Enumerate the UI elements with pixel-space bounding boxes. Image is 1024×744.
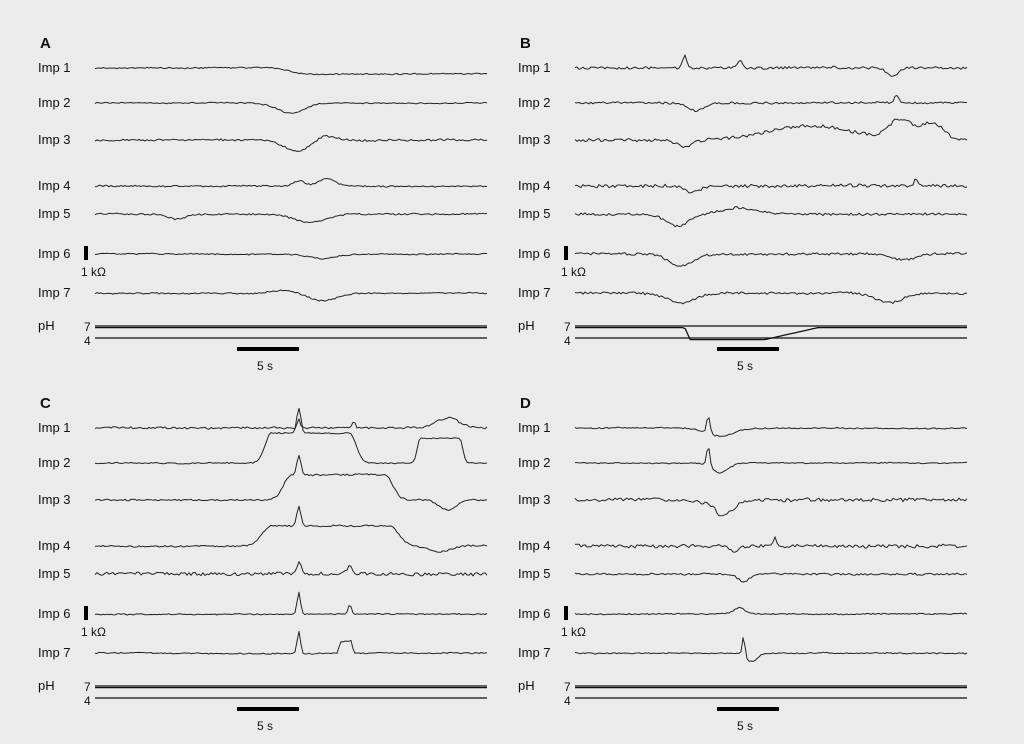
impedance-trace [575, 448, 968, 474]
impedance-trace [94, 135, 488, 152]
channel-label: Imp 1 [38, 60, 71, 75]
impedance-trace [94, 101, 488, 114]
channel-label: Imp 2 [518, 455, 551, 470]
channel-label: Imp 7 [38, 285, 71, 300]
impedance-trace [574, 606, 968, 616]
panel-letter: D [520, 395, 531, 412]
channel-label: Imp 2 [518, 95, 551, 110]
panel-letter: C [40, 395, 51, 412]
ph-trace [575, 326, 967, 341]
panel-c: C Imp 1 Imp 2 Imp 3 Imp 4 Imp 5 Imp 6 Imp 7 1 kΩ… [38, 395, 488, 733]
impedance-scale-label: 1 kΩ [81, 265, 106, 279]
ph-tick-label: 4 [564, 334, 571, 348]
impedance-trace [94, 252, 488, 260]
channel-label: Imp 7 [518, 285, 551, 300]
impedance-trace [574, 95, 968, 112]
channel-label: Imp 3 [518, 132, 551, 147]
channel-label: Imp 6 [518, 606, 551, 621]
ph-tick-label: 4 [84, 694, 91, 708]
channel-label: Imp 4 [518, 538, 551, 553]
ph-tick-label: 7 [84, 320, 91, 334]
impedance-trace [574, 118, 968, 149]
impedance-trace [574, 572, 968, 583]
impedance-trace [574, 178, 968, 194]
ph-label: pH [518, 318, 535, 333]
time-scale-label: 5 s [257, 719, 273, 733]
impedance-trace [94, 631, 488, 655]
panel-letter: A [40, 35, 51, 52]
impedance-trace [574, 291, 968, 305]
impedance-trace [94, 212, 488, 224]
impedance-trace [574, 637, 968, 662]
ph-tick-label: 4 [564, 694, 571, 708]
time-scale-label: 5 s [737, 719, 753, 733]
impedance-trace [94, 66, 488, 76]
channel-label: Imp 5 [518, 566, 551, 581]
channel-label: Imp 3 [38, 132, 71, 147]
ph-tick-label: 7 [84, 680, 91, 694]
channel-label: Imp 1 [518, 420, 551, 435]
channel-label: Imp 4 [38, 538, 71, 553]
channel-label: Imp 1 [38, 420, 71, 435]
impedance-trace [574, 536, 968, 553]
ph-tick-label: 4 [84, 334, 91, 348]
impedance-scale-label: 1 kΩ [561, 265, 586, 279]
impedance-scale-label: 1 kΩ [81, 625, 106, 639]
impedance-trace [574, 252, 968, 267]
channel-label: Imp 2 [38, 95, 71, 110]
channel-label: Imp 6 [38, 246, 71, 261]
impedance-trace [94, 561, 488, 577]
impedance-trace [94, 416, 488, 430]
channel-label: Imp 4 [38, 178, 71, 193]
channel-label: Imp 5 [38, 206, 71, 221]
channel-label: Imp 7 [518, 645, 551, 660]
panel-b: B Imp 1 Imp 2 Imp 3 Imp 4 Imp 5 Imp 6 Imp 7 1 kΩ… [518, 35, 968, 373]
impedance-trace [574, 417, 968, 437]
impedance-trace [94, 407, 488, 465]
impedance-trace [94, 178, 488, 188]
ph-label: pH [38, 678, 55, 693]
impedance-trace [94, 289, 488, 302]
impedance-trace [574, 54, 968, 77]
panel-a: A Imp 1 Imp 2 Imp 3 Imp 4 Imp 5 Imp 6 Imp 7 1 kΩ… [38, 35, 488, 373]
channel-label: Imp 1 [518, 60, 551, 75]
channel-label: Imp 5 [38, 566, 71, 581]
channel-label: Imp 2 [38, 455, 71, 470]
ph-tick-label: 7 [564, 320, 571, 334]
impedance-trace [95, 505, 488, 553]
panel-letter: B [520, 35, 531, 52]
time-scale-label: 5 s [257, 359, 273, 373]
channel-label: Imp 4 [518, 178, 551, 193]
time-scale-label: 5 s [737, 359, 753, 373]
channel-label: Imp 3 [518, 492, 551, 507]
channel-label: Imp 6 [38, 606, 71, 621]
ph-label: pH [38, 318, 55, 333]
ph-label: pH [518, 678, 535, 693]
channel-label: Imp 6 [518, 246, 551, 261]
impedance-trace [574, 206, 968, 228]
impedance-trace [574, 497, 968, 517]
ph-tick-label: 7 [564, 680, 571, 694]
channel-label: Imp 3 [38, 492, 71, 507]
impedance-trace [94, 454, 488, 511]
panel-d: D Imp 1 Imp 2 Imp 3 Imp 4 Imp 5 Imp 6 Imp 7 1 kΩ… [518, 395, 968, 733]
channel-label: Imp 5 [518, 206, 551, 221]
impedance-trace [94, 591, 488, 616]
impedance-scale-label: 1 kΩ [561, 625, 586, 639]
channel-label: Imp 7 [38, 645, 71, 660]
